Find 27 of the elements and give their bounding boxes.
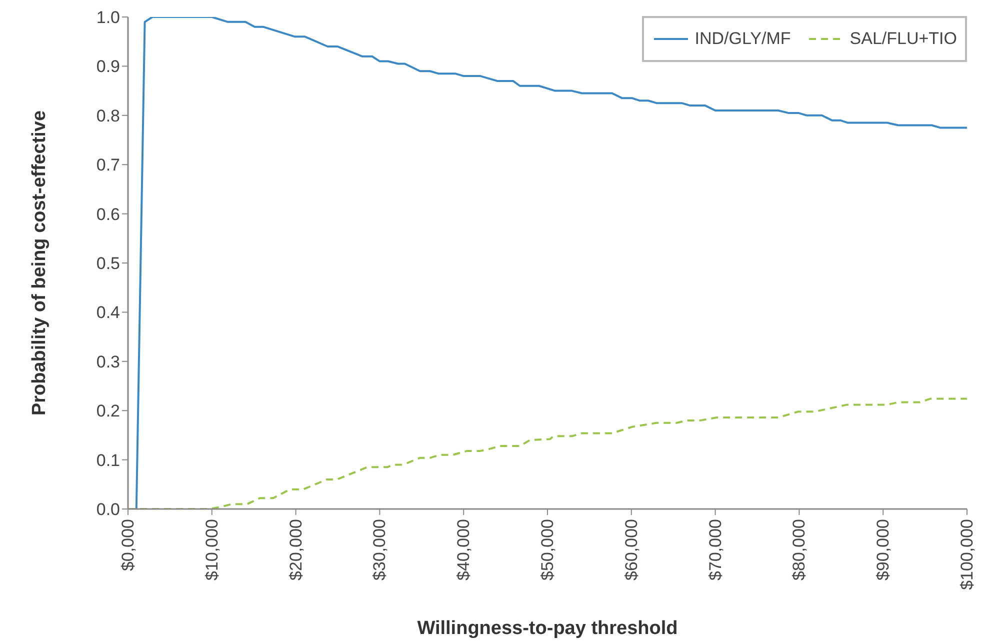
x-tick-label: $90,000 [874, 519, 893, 580]
x-tick-label: $70,000 [706, 519, 725, 580]
x-tick-label: $50,000 [538, 519, 557, 580]
y-tick-label: 1.0 [96, 8, 120, 28]
x-tick-label: $30,000 [370, 519, 390, 580]
legend-label: SAL/FLU+TIO [850, 29, 957, 49]
x-tick-label: $20,000 [286, 519, 306, 580]
y-tick-label: 0.9 [96, 57, 120, 76]
x-axis-title: Willingness-to-pay threshold [417, 618, 678, 639]
y-tick-label: 0.0 [96, 500, 120, 520]
y-tick-label: 0.5 [96, 254, 120, 274]
x-tick-label: $80,000 [790, 519, 809, 580]
legend-label: IND/GLY/MF [694, 29, 791, 49]
y-axis-title: Probability of being cost-effective [29, 110, 50, 416]
line-series [135, 17, 967, 509]
y-tick-label: 0.6 [96, 204, 120, 224]
x-tick-label: $10,000 [202, 519, 222, 580]
y-tick-label: 0.1 [96, 450, 120, 470]
y-tick-label: 0.2 [96, 402, 120, 421]
x-tick-label: $60,000 [622, 519, 641, 580]
y-tick-label: 0.3 [96, 352, 120, 372]
y-tick-label: 0.4 [96, 303, 120, 322]
x-tick-label: $0,000 [118, 519, 138, 571]
x-tick-label: $100,000 [958, 519, 976, 590]
y-tick-label: 0.7 [96, 156, 120, 175]
y-tick-label: 0.8 [96, 106, 120, 126]
x-tick-label: $40,000 [454, 519, 474, 580]
